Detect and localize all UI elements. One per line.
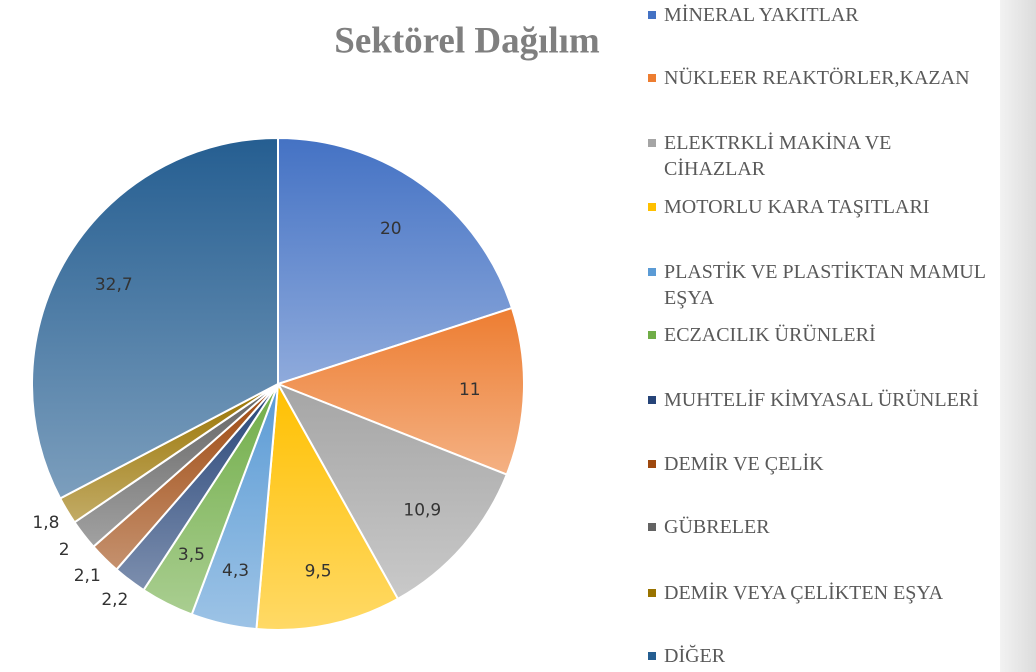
legend-entry: MUHTELİF KİMYASAL ÜRÜNLERİ — [648, 387, 994, 413]
legend-swatch — [648, 589, 656, 597]
legend-swatch — [648, 203, 656, 211]
legend-entry: ELEKTRKLİ MAKİNA VE CİHAZLAR — [648, 130, 994, 182]
legend-label: ECZACILIK ÜRÜNLERİ — [664, 324, 876, 346]
legend-label: NÜKLEER REAKTÖRLER,KAZAN — [664, 67, 970, 89]
data-label: 9,5 — [305, 562, 332, 582]
data-label: 3,5 — [178, 545, 205, 565]
pie-slice — [275, 306, 525, 476]
background-panel — [1000, 0, 1036, 672]
legend-swatch — [648, 139, 656, 147]
legend-entry: PLASTİK VE PLASTİKTAN MAMUL EŞYA — [648, 259, 994, 311]
legend-entry: GÜBRELER — [648, 514, 994, 540]
legend-swatch — [648, 523, 656, 531]
legend-label: PLASTİK VE PLASTİKTAN MAMUL EŞYA — [664, 261, 986, 309]
legend-label: ELEKTRKLİ MAKİNA VE CİHAZLAR — [664, 132, 892, 180]
data-label: 2 — [59, 540, 70, 560]
legend-entry: DEMİR VEYA ÇELİKTEN EŞYA — [648, 580, 994, 606]
legend-label: MOTORLU KARA TAŞITLARI — [664, 196, 930, 218]
legend-entry: NÜKLEER REAKTÖRLER,KAZAN — [648, 65, 994, 91]
legend-label: MUHTELİF KİMYASAL ÜRÜNLERİ — [664, 389, 979, 411]
data-label: 2,1 — [74, 566, 101, 586]
legend-entry: DİĞER — [648, 643, 994, 669]
legend-label: DEMİR VEYA ÇELİKTEN EŞYA — [664, 582, 944, 604]
legend-label: DEMİR VE ÇELİK — [664, 453, 824, 475]
legend-swatch — [648, 268, 656, 276]
pie-slice — [31, 136, 279, 500]
legend-swatch — [648, 74, 656, 82]
pie-slice — [277, 136, 514, 386]
legend-swatch — [648, 331, 656, 339]
pie-slice — [255, 380, 400, 631]
legend-swatch — [648, 396, 656, 404]
legend-entry: ECZACILIK ÜRÜNLERİ — [648, 322, 994, 348]
legend-label: DİĞER — [664, 645, 726, 667]
legend-entry: MOTORLU KARA TAŞITLARI — [648, 194, 994, 220]
data-label: 11 — [459, 380, 481, 400]
legend-label: GÜBRELER — [664, 516, 770, 538]
data-label: 1,8 — [32, 513, 59, 533]
data-label: 4,3 — [222, 561, 249, 581]
data-label: 20 — [380, 219, 402, 239]
data-label: 2,2 — [101, 590, 128, 610]
pie-slice — [275, 382, 509, 601]
chart-title: Sektörel Dağılım — [334, 20, 600, 61]
legend-swatch — [648, 652, 656, 660]
legend-label: MİNERAL YAKITLAR — [664, 4, 859, 26]
data-label: 32,7 — [95, 275, 133, 295]
legend-swatch — [648, 11, 656, 19]
legend-entry: MİNERAL YAKITLAR — [648, 2, 994, 28]
data-label: 10,9 — [403, 500, 441, 520]
legend-entry: DEMİR VE ÇELİK — [648, 451, 994, 477]
legend-swatch — [648, 460, 656, 468]
